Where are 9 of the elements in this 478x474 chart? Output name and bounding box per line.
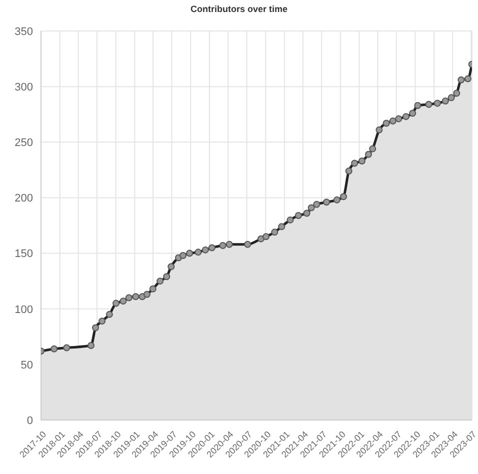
y-tick-label: 300 [14, 81, 33, 94]
y-tick-label: 50 [20, 359, 33, 372]
y-tick-label: 350 [14, 26, 33, 38]
y-tick-label: 0 [26, 414, 33, 427]
y-tick-label: 100 [14, 304, 33, 316]
chart-title: Contributors over time [189, 3, 288, 16]
y-tick-label: 200 [14, 192, 33, 205]
y-tick-label: 150 [14, 248, 33, 260]
y-tick-label: 250 [14, 137, 33, 150]
